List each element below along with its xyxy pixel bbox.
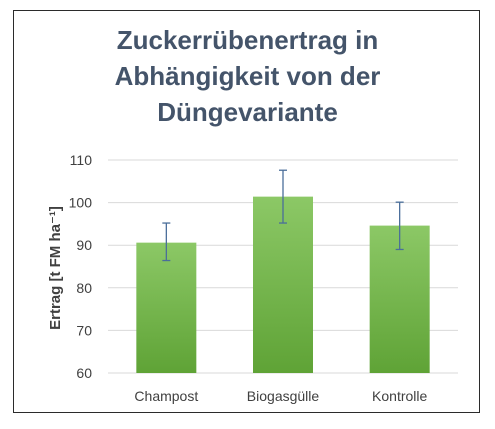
bar-kontrolle xyxy=(369,225,430,373)
chart-title: Zuckerrübenertrag in Abhängigkeit von de… xyxy=(0,22,495,130)
y-tick-label: 80 xyxy=(76,280,92,296)
bar-champost xyxy=(136,242,197,373)
x-tick-label: Biogasgülle xyxy=(247,388,320,404)
x-tick-labels: Champost Biogasgülle Kontrolle xyxy=(134,388,427,404)
bar-biogasgülle xyxy=(253,196,313,373)
y-tick-label: 100 xyxy=(69,195,93,211)
y-tick-label: 90 xyxy=(76,237,92,253)
chart-title-line-1: Zuckerrübenertrag in xyxy=(116,25,379,55)
error-bars xyxy=(162,169,404,262)
x-tick-label: Champost xyxy=(134,388,198,404)
error-bar-champost xyxy=(162,222,171,262)
y-tick-label: 110 xyxy=(70,152,93,168)
y-tick-labels: 60 70 80 90 100 110 xyxy=(69,152,93,381)
error-bar-kontrolle xyxy=(395,201,404,251)
chart-title-line-2: Abhängigkeit von der xyxy=(114,61,381,91)
y-tick-label: 70 xyxy=(76,322,92,338)
x-tick-label: Kontrolle xyxy=(372,388,427,404)
y-tick-label: 60 xyxy=(76,365,92,381)
chart-title-line-3: Düngevariante xyxy=(157,97,338,127)
error-bar-biogasgülle xyxy=(279,169,287,224)
y-axis-label: Ertrag [t FM ha⁻¹] xyxy=(47,206,64,330)
bars xyxy=(136,196,430,373)
